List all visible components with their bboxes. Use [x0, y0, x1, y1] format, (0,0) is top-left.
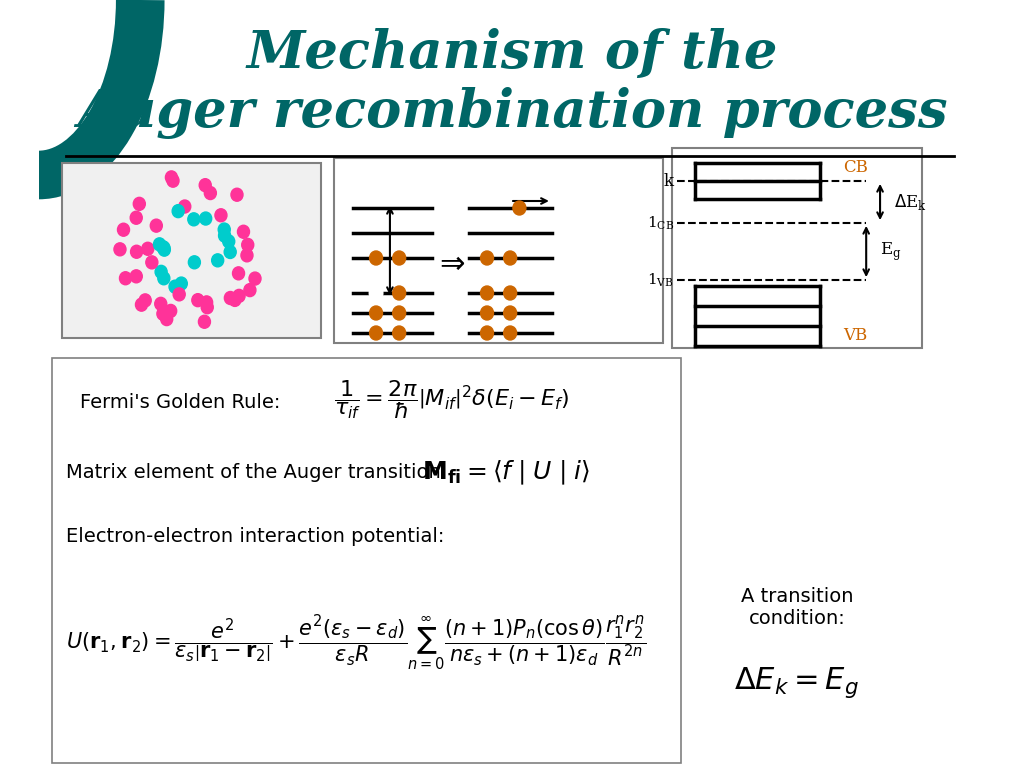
Text: A transition
condition:: A transition condition: [740, 588, 853, 628]
Circle shape [480, 306, 494, 320]
Circle shape [187, 213, 200, 226]
Circle shape [159, 306, 171, 318]
Text: VB: VB [843, 327, 867, 345]
Circle shape [480, 286, 494, 300]
Circle shape [191, 293, 204, 306]
Circle shape [155, 297, 167, 310]
Text: $\dfrac{1}{\tau_{if}} = \dfrac{2\pi}{\hbar}\left|M_{if}\right|^{2}\delta(E_i - E: $\dfrac{1}{\tau_{if}} = \dfrac{2\pi}{\hb… [335, 379, 569, 422]
Text: 1$_{\mathregular{CB}}$: 1$_{\mathregular{CB}}$ [647, 214, 674, 232]
Circle shape [131, 245, 142, 258]
Circle shape [159, 243, 170, 257]
Circle shape [242, 238, 254, 251]
Circle shape [231, 188, 243, 201]
Text: Fermi's Golden Rule:: Fermi's Golden Rule: [80, 393, 281, 412]
Circle shape [370, 326, 383, 340]
Circle shape [166, 171, 177, 184]
Circle shape [179, 200, 190, 213]
Text: Auger recombination process: Auger recombination process [77, 87, 947, 139]
Bar [61, 163, 321, 338]
Circle shape [249, 272, 261, 285]
Circle shape [139, 294, 152, 307]
Circle shape [145, 256, 158, 269]
Circle shape [135, 298, 147, 311]
Circle shape [169, 280, 181, 293]
Circle shape [392, 326, 406, 340]
Text: $U\left(\mathbf{r}_1, \mathbf{r}_2\right) = \dfrac{e^2}{\varepsilon_s \left|\mat: $U\left(\mathbf{r}_1, \mathbf{r}_2\right… [67, 613, 646, 673]
Text: $\mathbf{M}_{\mathbf{fi}} = \langle f \mid U \mid i \rangle$: $\mathbf{M}_{\mathbf{fi}} = \langle f \m… [422, 458, 590, 487]
Circle shape [222, 235, 234, 248]
Circle shape [200, 179, 211, 192]
Circle shape [224, 246, 237, 259]
Circle shape [229, 293, 241, 306]
Text: Electron-electron interaction potential:: Electron-electron interaction potential: [67, 527, 444, 545]
Circle shape [504, 251, 517, 265]
Circle shape [504, 306, 517, 320]
Circle shape [504, 326, 517, 340]
Circle shape [173, 288, 185, 301]
Text: $\Delta$E$_{\mathregular{k}}$: $\Delta$E$_{\mathregular{k}}$ [894, 192, 927, 212]
Circle shape [133, 197, 145, 210]
Circle shape [155, 266, 167, 278]
Circle shape [392, 286, 406, 300]
Circle shape [175, 277, 187, 290]
Circle shape [201, 296, 213, 309]
Circle shape [205, 187, 216, 200]
Circle shape [157, 307, 169, 320]
Circle shape [215, 209, 227, 222]
Circle shape [172, 204, 184, 217]
Circle shape [480, 326, 494, 340]
Circle shape [244, 283, 256, 296]
Circle shape [130, 211, 142, 224]
Circle shape [118, 223, 129, 237]
Circle shape [480, 251, 494, 265]
Circle shape [199, 315, 211, 328]
Circle shape [233, 290, 245, 303]
Circle shape [154, 238, 166, 251]
Circle shape [165, 304, 177, 317]
Text: k: k [664, 173, 674, 190]
Circle shape [157, 240, 169, 253]
Text: Matrix element of the Auger transition:: Matrix element of the Auger transition: [67, 464, 447, 482]
Text: Mechanism of the: Mechanism of the [247, 28, 777, 78]
Circle shape [392, 306, 406, 320]
Circle shape [241, 249, 253, 262]
Bar [52, 358, 681, 763]
Text: CB: CB [843, 160, 868, 177]
Circle shape [238, 225, 250, 238]
Circle shape [158, 272, 170, 285]
Circle shape [114, 243, 126, 256]
Text: 1$_{\mathregular{VB}}$: 1$_{\mathregular{VB}}$ [647, 271, 674, 289]
Circle shape [212, 254, 223, 266]
Circle shape [370, 286, 383, 300]
Circle shape [188, 256, 201, 269]
Circle shape [232, 266, 245, 280]
Circle shape [370, 251, 383, 265]
Circle shape [224, 292, 237, 304]
Circle shape [141, 242, 154, 255]
Circle shape [392, 251, 406, 265]
Circle shape [504, 286, 517, 300]
Circle shape [120, 272, 131, 285]
Circle shape [158, 241, 170, 254]
Circle shape [218, 223, 230, 236]
Circle shape [513, 201, 526, 215]
Text: E$_{\mathregular{g}}$: E$_{\mathregular{g}}$ [880, 240, 901, 263]
Bar [672, 148, 922, 348]
Circle shape [130, 270, 142, 283]
Circle shape [151, 219, 163, 232]
Text: $\Delta E_k = E_g$: $\Delta E_k = E_g$ [734, 666, 859, 700]
Circle shape [161, 313, 173, 326]
Circle shape [218, 229, 230, 242]
Bar [335, 158, 663, 343]
Circle shape [202, 301, 213, 314]
Circle shape [370, 306, 383, 320]
Circle shape [200, 212, 212, 225]
Text: $\Rightarrow$: $\Rightarrow$ [434, 249, 466, 277]
Circle shape [167, 174, 179, 187]
